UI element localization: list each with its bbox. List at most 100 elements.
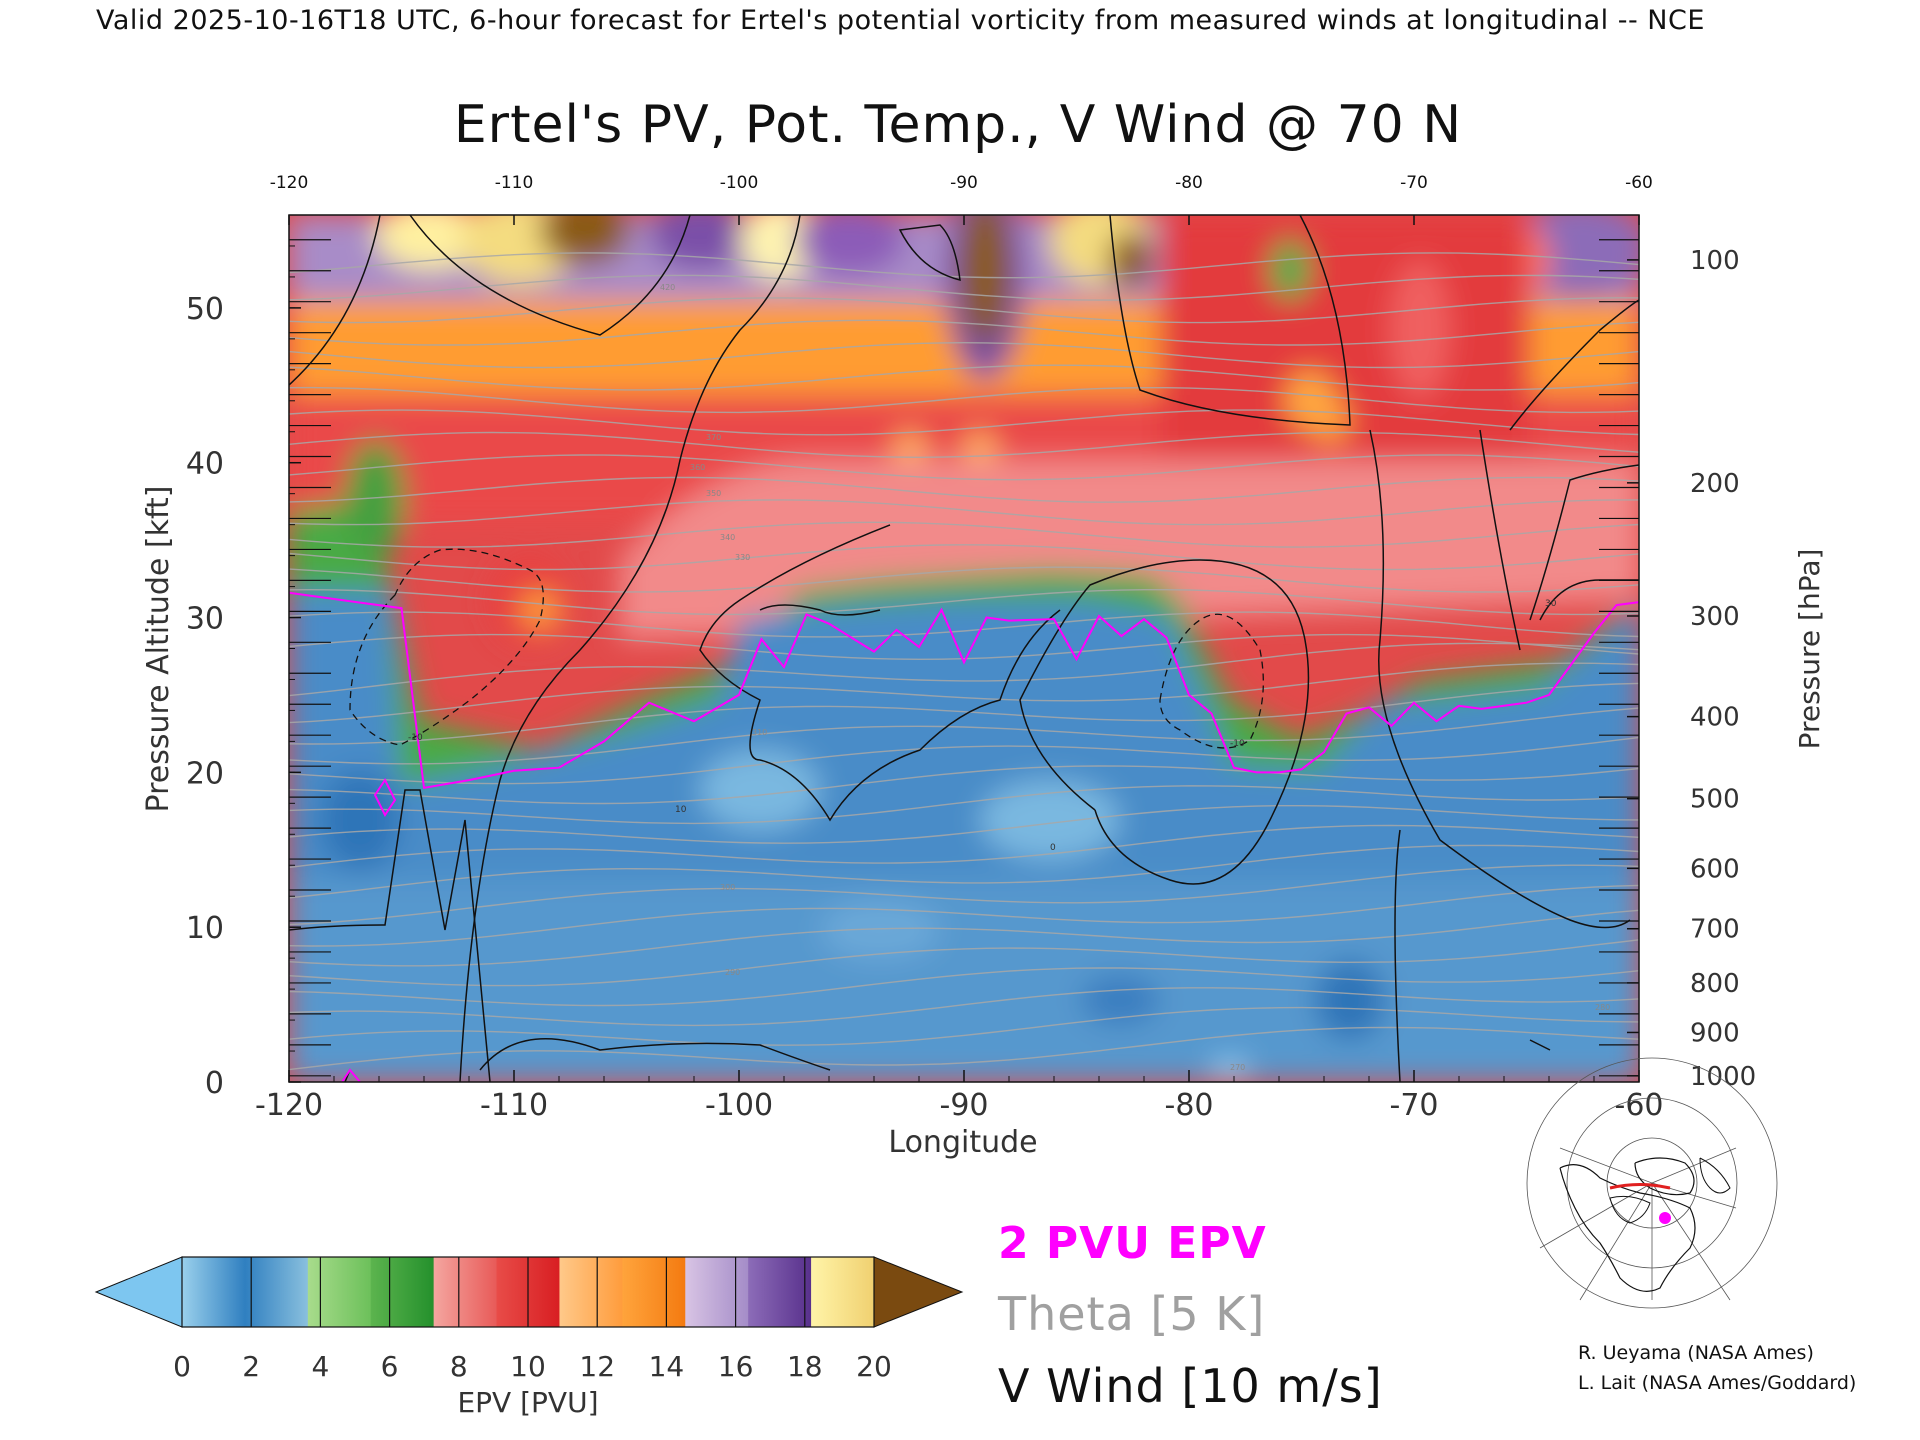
pressure-tick-label: 700	[1690, 915, 1740, 945]
theta-label: 290	[725, 968, 740, 977]
pressure-tick-label: 900	[1690, 1018, 1740, 1048]
x-tick-label: -80	[1165, 1088, 1214, 1123]
colorbar-segment	[748, 1257, 812, 1327]
colorbar-segment	[182, 1257, 246, 1327]
y-tick-label: 20	[186, 756, 224, 791]
theta-line	[289, 939, 1639, 987]
theta-label: 340	[720, 533, 735, 542]
colorbar: 0 2 4 6 8 10 12 14 16 18 20	[94, 1256, 964, 1383]
theta-line	[289, 642, 1639, 697]
pressure-tick-label: 400	[1690, 703, 1740, 733]
x-tick-label: -120	[255, 1088, 323, 1123]
theta-line	[289, 341, 1639, 369]
pressure-tick-label: 1000	[1690, 1062, 1756, 1092]
chart-title: Ertel's PV, Pot. Temp., V Wind @ 70 N	[454, 95, 1462, 155]
x-top-tick-label: -60	[1625, 173, 1653, 193]
theta-line	[289, 611, 1639, 638]
colorbar-tick-label: 12	[579, 1350, 615, 1383]
x-tick-label: -110	[480, 1088, 548, 1123]
theta-line	[289, 844, 1639, 899]
header-text: Valid 2025-10-16T18 UTC, 6-hour forecast…	[96, 5, 1705, 36]
colorbar-over-arrow	[873, 1256, 964, 1328]
contour-label-5: -10	[1230, 739, 1245, 749]
theta-line	[289, 633, 1639, 661]
pressure-tick-label: 300	[1690, 602, 1740, 632]
credit-line-2: L. Lait (NASA Ames/Goddard)	[1578, 1372, 1857, 1394]
theta-line	[289, 707, 1639, 765]
colorbar-tick-label: 14	[649, 1350, 685, 1383]
x-top-tick-label: -110	[495, 173, 534, 193]
contour-label-2: 10	[675, 805, 687, 815]
theta-isentropes	[289, 252, 1639, 1071]
legend-wind: V Wind [10 m/s]	[998, 1359, 1383, 1413]
colorbar-tick-label: 18	[787, 1350, 823, 1383]
colorbar-segment	[244, 1257, 309, 1327]
two-pvu-surface	[341, 1068, 361, 1082]
theta-line	[289, 364, 1639, 391]
contour-label-3: 0	[1050, 843, 1056, 853]
theta-line	[289, 909, 1639, 967]
theta-line	[289, 1006, 1639, 1046]
theta-label: 360	[690, 463, 705, 472]
colorbar-tick-label: 4	[311, 1350, 329, 1383]
colorbar-tick-label: 16	[718, 1350, 754, 1383]
locator-map	[1526, 1057, 1778, 1309]
pressure-tick-label: 500	[1690, 785, 1740, 815]
y-axis-right-label: Pressure [hPa]	[1793, 549, 1826, 750]
x-top-tick-label: -120	[270, 173, 309, 193]
colorbar-tick-label: 8	[450, 1350, 468, 1383]
colorbar-segment	[685, 1257, 749, 1327]
theta-line	[289, 499, 1639, 526]
colorbar-segment	[370, 1257, 435, 1327]
theta-line	[289, 566, 1639, 593]
pressure-tick-label: 600	[1690, 854, 1740, 884]
colorbar-tick-label: 10	[510, 1350, 546, 1383]
theta-line	[289, 386, 1639, 414]
x-tick-label: -70	[1390, 1088, 1439, 1123]
pressure-tick-label: 200	[1690, 469, 1740, 499]
x-tick-label: -100	[705, 1088, 773, 1123]
x-tick-label: -90	[940, 1088, 989, 1123]
y-tick-label: 40	[186, 447, 224, 482]
theta-line	[289, 805, 1639, 844]
pressure-tick-label: 100	[1690, 246, 1740, 276]
colorbar-label: EPV [PVU]	[457, 1386, 598, 1419]
two-pvu-line	[289, 591, 1639, 789]
legend-theta: Theta [5 K]	[997, 1287, 1265, 1341]
legend-pvu: 2 PVU EPV	[998, 1218, 1267, 1269]
x-tick-label: -60	[1615, 1088, 1664, 1123]
x-top-tick-label: -100	[720, 173, 759, 193]
v-wind-contours	[289, 215, 1639, 1082]
theta-line	[289, 864, 1639, 926]
x-top-tick-label: -90	[950, 173, 978, 193]
theta-label: 420	[660, 283, 675, 292]
colorbar-tick-label: 20	[856, 1350, 892, 1383]
epv-field: -10 10 0 30 -10 350 370 420 360 340 330 310 300…	[289, 215, 1639, 1082]
colorbar-segment	[559, 1257, 623, 1327]
theta-label: 330	[735, 553, 750, 562]
theta-line	[289, 1026, 1639, 1071]
theta-line	[289, 824, 1639, 869]
theta-line	[289, 765, 1639, 805]
negative-wind-contours	[349, 548, 1264, 749]
theta-line	[289, 409, 1639, 436]
two-pvu-loop	[373, 778, 397, 817]
credit-line-1: R. Ueyama (NASA Ames)	[1578, 1342, 1814, 1364]
theta-line	[289, 662, 1639, 724]
colorbar-segment	[307, 1257, 372, 1327]
theta-line	[289, 544, 1639, 571]
y-tick-label: 50	[186, 292, 224, 327]
y-axis-label: Pressure Altitude [kft]	[141, 486, 176, 813]
credits: R. Ueyama (NASA Ames) L. Lait (NASA Ames…	[1578, 1338, 1856, 1398]
theta-line	[289, 884, 1639, 947]
x-top-tick-label: -80	[1175, 173, 1203, 193]
theta-label: 370	[706, 433, 721, 442]
colorbar-tick-label: 2	[242, 1350, 260, 1383]
colorbar-segment	[811, 1257, 875, 1327]
theta-line	[289, 987, 1639, 1027]
y-tick-label: 0	[205, 1066, 224, 1101]
theta-line	[289, 521, 1639, 548]
theta-label: 280	[1595, 1003, 1610, 1012]
theta-line	[289, 476, 1639, 503]
